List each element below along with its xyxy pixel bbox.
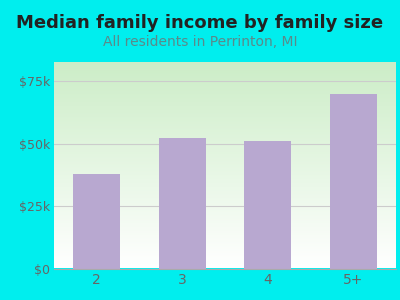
Text: Median family income by family size: Median family income by family size bbox=[16, 14, 384, 32]
Bar bbox=[330, 94, 377, 268]
Text: All residents in Perrinton, MI: All residents in Perrinton, MI bbox=[103, 34, 297, 49]
Bar bbox=[244, 141, 291, 268]
Bar bbox=[73, 174, 120, 268]
Bar bbox=[159, 138, 206, 268]
